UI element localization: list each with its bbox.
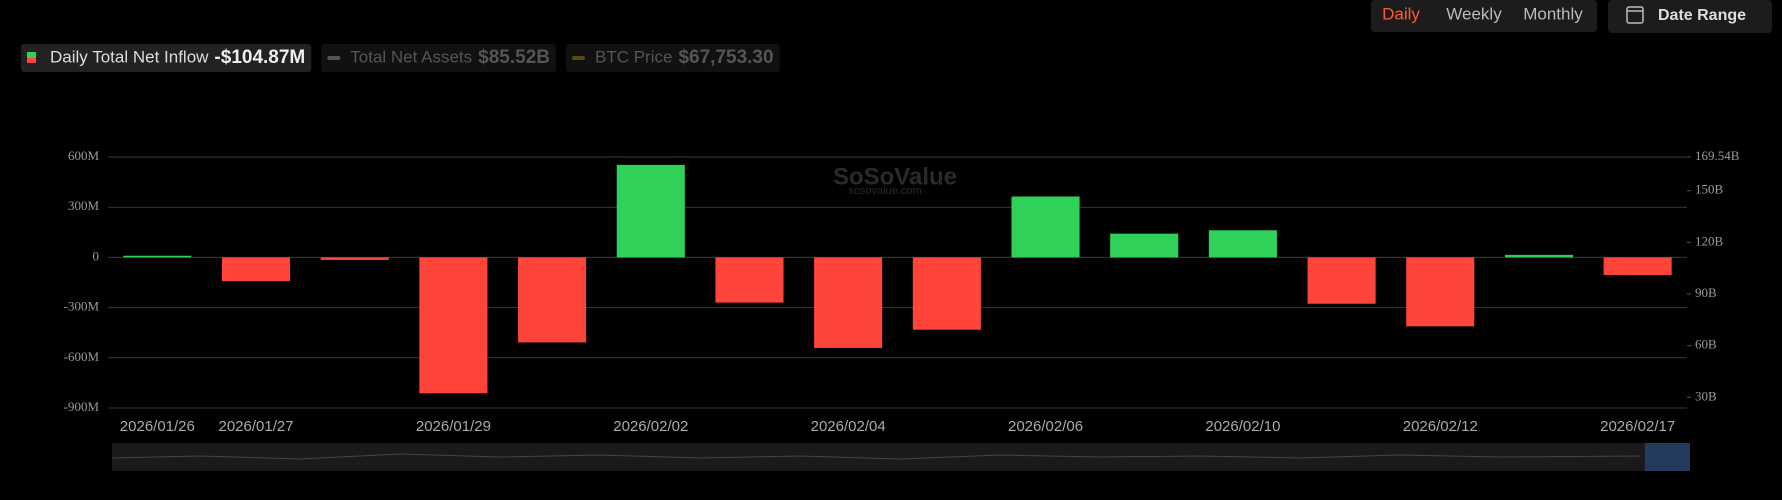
- watermark-url: sosovalue.com: [848, 185, 921, 197]
- bar: [1110, 233, 1179, 258]
- bar: [715, 257, 784, 303]
- legend-item[interactable]: [21, 44, 312, 72]
- y-tick-label: 600M: [68, 148, 100, 163]
- y2-tick-label: 30B: [1695, 388, 1717, 403]
- x-tick-label: 2026/02/02: [613, 418, 688, 435]
- period-button[interactable]: Weekly: [1446, 4, 1502, 23]
- bar: [419, 257, 488, 394]
- watermark: SoSoValue: [833, 163, 957, 190]
- bar: [1504, 254, 1574, 258]
- bar: [221, 257, 291, 282]
- y2-tick-label: 150B: [1695, 182, 1724, 197]
- legend-value: -$104.87M: [214, 47, 305, 68]
- period-button[interactable]: Daily: [1382, 4, 1420, 23]
- x-tick-label: 2026/02/06: [1008, 418, 1083, 435]
- y-tick-label: -900M: [64, 399, 100, 414]
- x-tick-label: 2026/02/17: [1600, 418, 1675, 435]
- y-tick-label: -300M: [64, 299, 100, 314]
- y-tick-label: -600M: [64, 349, 100, 364]
- legend-swatch: [572, 56, 585, 60]
- navigator-window[interactable]: [1645, 443, 1690, 471]
- navigator-line: [111, 453, 1641, 460]
- legend-swatch: [327, 56, 341, 60]
- legend-label: BTC Price: [595, 47, 672, 66]
- bar: [1307, 257, 1376, 304]
- y-tick-label: 300M: [68, 198, 100, 213]
- date-range-button[interactable]: [1608, 0, 1772, 33]
- period-button[interactable]: Monthly: [1523, 4, 1583, 23]
- legend-item[interactable]: [566, 44, 780, 72]
- x-tick-label: 2026/01/27: [218, 418, 293, 435]
- legend-label: Total Net Assets: [350, 47, 472, 66]
- bar: [320, 257, 389, 260]
- bar: [814, 257, 883, 348]
- x-tick-label: 2026/02/12: [1403, 418, 1478, 435]
- bar: [1208, 230, 1277, 258]
- legend-label: Daily Total Net Inflow: [50, 47, 209, 66]
- legend-value: $85.52B: [478, 47, 550, 68]
- y2-tick-label: 120B: [1695, 233, 1724, 248]
- legend-swatch: [27, 52, 36, 58]
- y2-tick-label: 60B: [1695, 337, 1717, 352]
- bar: [912, 257, 981, 330]
- legend-value: $67,753.30: [678, 47, 773, 68]
- x-tick-label: 2026/02/04: [811, 418, 886, 435]
- x-tick-label: 2026/01/29: [416, 418, 491, 435]
- y2-tick-label: 169.54B: [1695, 148, 1740, 163]
- x-tick-label: 2026/02/10: [1205, 418, 1280, 435]
- legend-item[interactable]: [321, 44, 556, 72]
- period-switch: [1371, 0, 1597, 32]
- bar: [1406, 257, 1475, 327]
- bar: [616, 164, 685, 258]
- navigator: [112, 443, 1690, 471]
- calendar-icon: [1626, 6, 1644, 24]
- bar: [123, 255, 192, 258]
- bar: [518, 257, 587, 343]
- bar: [1011, 196, 1080, 258]
- x-tick-label: 2026/01/26: [120, 418, 195, 435]
- legend-swatch: [27, 58, 36, 63]
- bar: [1603, 257, 1672, 275]
- y2-tick-label: 90B: [1695, 285, 1717, 300]
- date-range-label[interactable]: Date Range: [1658, 7, 1746, 24]
- y-tick-label: 0: [93, 248, 100, 263]
